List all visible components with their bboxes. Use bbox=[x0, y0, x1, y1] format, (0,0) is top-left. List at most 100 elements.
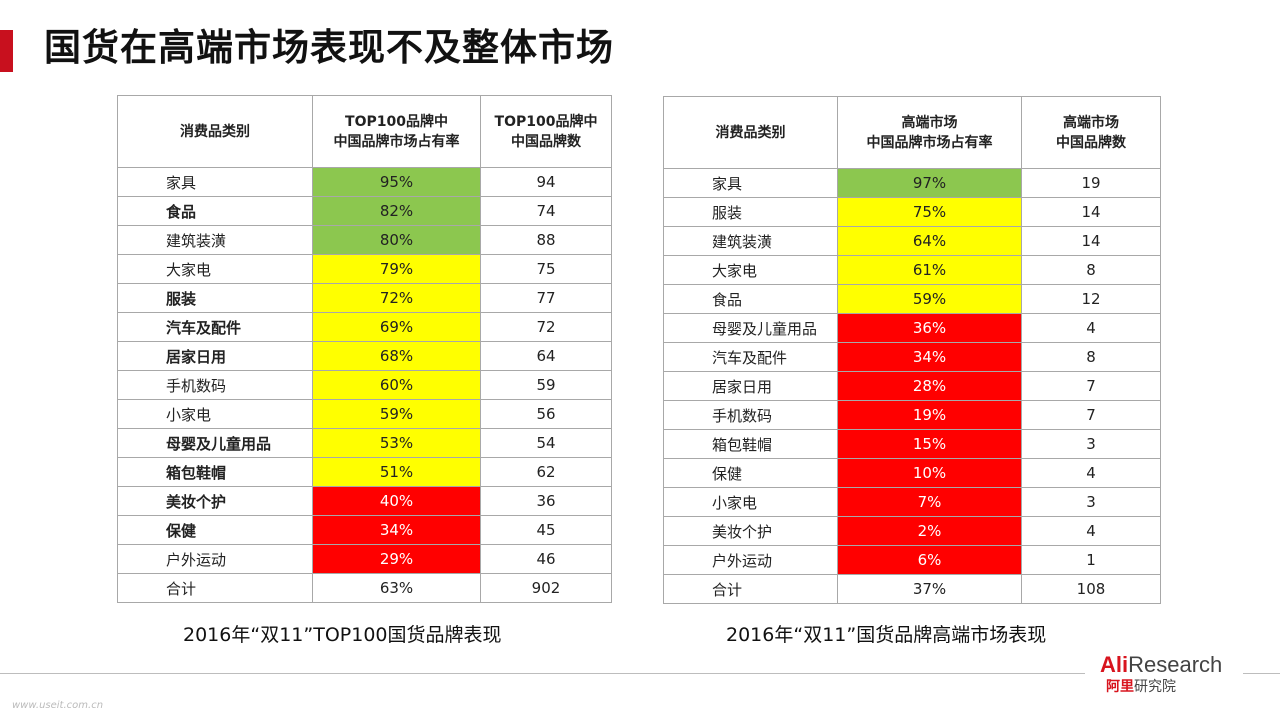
share-cell: 80% bbox=[312, 225, 481, 255]
footer-divider bbox=[0, 673, 1085, 674]
share-cell: 95% bbox=[312, 167, 481, 197]
table-body: 家具 97% 19 服装 75% 14 建筑装潢 64% 14 大家电 61% 8 食品 59% 12 母婴及… bbox=[663, 168, 1161, 604]
category-cell: 建筑装潢 bbox=[663, 226, 838, 256]
category-cell: 居家日用 bbox=[117, 341, 313, 371]
watermark: www.useit.com.cn bbox=[12, 700, 104, 711]
category-cell: 箱包鞋帽 bbox=[117, 457, 313, 487]
count-cell: 12 bbox=[1021, 284, 1161, 314]
count-cell: 8 bbox=[1021, 255, 1161, 285]
table-row: 服装 75% 14 bbox=[663, 197, 1161, 227]
share-cell: 97% bbox=[837, 168, 1022, 198]
count-cell: 4 bbox=[1021, 516, 1161, 546]
count-cell: 14 bbox=[1021, 226, 1161, 256]
aliresearch-logo: AliResearch 阿里研究院 bbox=[1100, 652, 1240, 696]
share-cell: 75% bbox=[837, 197, 1022, 227]
share-cell: 60% bbox=[312, 370, 481, 400]
share-cell: 40% bbox=[312, 486, 481, 516]
high-end-market-table: 消费品类别 高端市场 中国品牌市场占有率 高端市场 中国品牌数 家具 97% 19 服装 7… bbox=[663, 96, 1161, 604]
share-cell: 36% bbox=[837, 313, 1022, 343]
category-cell: 食品 bbox=[117, 196, 313, 226]
header-share: TOP100品牌中 中国品牌市场占有率 bbox=[312, 95, 481, 168]
category-cell: 大家电 bbox=[663, 255, 838, 285]
table-row: 居家日用 68% 64 bbox=[117, 341, 612, 371]
share-cell: 19% bbox=[837, 400, 1022, 430]
share-cell: 29% bbox=[312, 544, 481, 574]
count-cell: 36 bbox=[480, 486, 612, 516]
count-cell: 75 bbox=[480, 254, 612, 284]
table-body: 家具 95% 94 食品 82% 74 建筑装潢 80% 88 大家电 79% 75 服装 72% 77 汽车… bbox=[117, 167, 612, 603]
table-row: 母婴及儿童用品 36% 4 bbox=[663, 313, 1161, 343]
table-row: 食品 82% 74 bbox=[117, 196, 612, 226]
page-title: 国货在高端市场表现不及整体市场 bbox=[44, 26, 614, 69]
top100-brand-table: 消费品类别 TOP100品牌中 中国品牌市场占有率 TOP100品牌中 中国品牌数 … bbox=[117, 95, 612, 603]
table-row: 食品 59% 12 bbox=[663, 284, 1161, 314]
share-cell: 2% bbox=[837, 516, 1022, 546]
table-row: 服装 72% 77 bbox=[117, 283, 612, 313]
category-cell: 家具 bbox=[663, 168, 838, 198]
count-cell: 88 bbox=[480, 225, 612, 255]
category-cell: 美妆个护 bbox=[117, 486, 313, 516]
share-cell: 64% bbox=[837, 226, 1022, 256]
count-cell: 45 bbox=[480, 515, 612, 545]
count-cell: 14 bbox=[1021, 197, 1161, 227]
table-row: 手机数码 19% 7 bbox=[663, 400, 1161, 430]
total-label: 合计 bbox=[663, 574, 838, 604]
count-cell: 72 bbox=[480, 312, 612, 342]
total-label: 合计 bbox=[117, 573, 313, 603]
table-row: 小家电 59% 56 bbox=[117, 399, 612, 429]
category-cell: 服装 bbox=[663, 197, 838, 227]
caption-top100: 2016年“双11”TOP100国货品牌表现 bbox=[183, 624, 502, 646]
table-row: 箱包鞋帽 15% 3 bbox=[663, 429, 1161, 459]
category-cell: 母婴及儿童用品 bbox=[117, 428, 313, 458]
share-cell: 72% bbox=[312, 283, 481, 313]
table-row: 美妆个护 40% 36 bbox=[117, 486, 612, 516]
share-cell: 7% bbox=[837, 487, 1022, 517]
table-row: 家具 95% 94 bbox=[117, 167, 612, 197]
share-cell: 79% bbox=[312, 254, 481, 284]
count-cell: 64 bbox=[480, 341, 612, 371]
category-cell: 保健 bbox=[663, 458, 838, 488]
count-cell: 62 bbox=[480, 457, 612, 487]
logo-english: AliResearch bbox=[1100, 652, 1223, 677]
table-row: 手机数码 60% 59 bbox=[117, 370, 612, 400]
table-row: 小家电 7% 3 bbox=[663, 487, 1161, 517]
table-row: 户外运动 29% 46 bbox=[117, 544, 612, 574]
count-cell: 74 bbox=[480, 196, 612, 226]
share-cell: 15% bbox=[837, 429, 1022, 459]
share-cell: 34% bbox=[837, 342, 1022, 372]
category-cell: 箱包鞋帽 bbox=[663, 429, 838, 459]
total-count: 108 bbox=[1021, 574, 1161, 604]
count-cell: 3 bbox=[1021, 429, 1161, 459]
count-cell: 8 bbox=[1021, 342, 1161, 372]
share-cell: 6% bbox=[837, 545, 1022, 575]
share-cell: 10% bbox=[837, 458, 1022, 488]
table-row: 建筑装潢 80% 88 bbox=[117, 225, 612, 255]
share-cell: 51% bbox=[312, 457, 481, 487]
table-row: 箱包鞋帽 51% 62 bbox=[117, 457, 612, 487]
category-cell: 母婴及儿童用品 bbox=[663, 313, 838, 343]
category-cell: 美妆个护 bbox=[663, 516, 838, 546]
count-cell: 4 bbox=[1021, 313, 1161, 343]
category-cell: 手机数码 bbox=[663, 400, 838, 430]
share-cell: 34% bbox=[312, 515, 481, 545]
total-share: 63% bbox=[312, 573, 481, 603]
share-cell: 61% bbox=[837, 255, 1022, 285]
count-cell: 7 bbox=[1021, 400, 1161, 430]
share-cell: 82% bbox=[312, 196, 481, 226]
count-cell: 7 bbox=[1021, 371, 1161, 401]
header-category: 消费品类别 bbox=[117, 95, 313, 168]
count-cell: 46 bbox=[480, 544, 612, 574]
category-cell: 建筑装潢 bbox=[117, 225, 313, 255]
total-share: 37% bbox=[837, 574, 1022, 604]
table-row: 保健 10% 4 bbox=[663, 458, 1161, 488]
category-cell: 小家电 bbox=[663, 487, 838, 517]
category-cell: 小家电 bbox=[117, 399, 313, 429]
share-cell: 59% bbox=[312, 399, 481, 429]
table-row: 美妆个护 2% 4 bbox=[663, 516, 1161, 546]
category-cell: 大家电 bbox=[117, 254, 313, 284]
table-row: 建筑装潢 64% 14 bbox=[663, 226, 1161, 256]
total-row: 合计 63% 902 bbox=[117, 573, 612, 603]
share-cell: 53% bbox=[312, 428, 481, 458]
category-cell: 食品 bbox=[663, 284, 838, 314]
header-category: 消费品类别 bbox=[663, 96, 838, 169]
